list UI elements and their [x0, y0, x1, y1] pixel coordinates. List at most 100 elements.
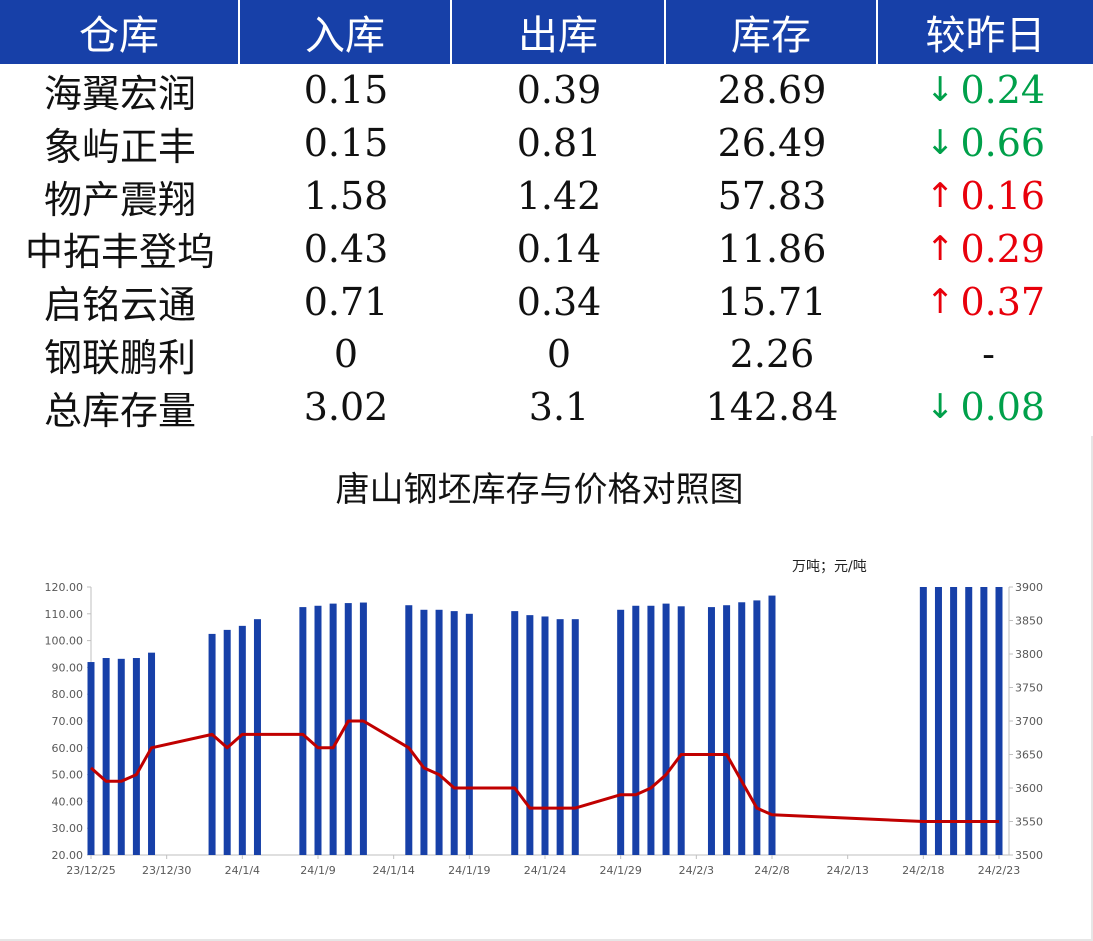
stock-bar: [950, 587, 958, 855]
stock-bar: [132, 658, 140, 855]
stock-bar: [723, 605, 731, 855]
y-left-tick-label: 50.00: [52, 769, 84, 782]
y-right-tick-label: 3500: [1015, 849, 1043, 862]
x-tick-label: 24/1/4: [225, 864, 260, 877]
stock-bar: [329, 603, 337, 855]
header-in: 入库: [240, 0, 452, 64]
warehouse-name: 启铭云通: [43, 283, 196, 328]
stock-bar: [420, 609, 428, 855]
stock-bar: [102, 658, 110, 855]
table-row: 物产震翔 1.58 1.42 57.83 ↑ 0.16: [0, 170, 1093, 223]
stock-bar: [511, 611, 519, 855]
warehouse-name: 象屿正丰: [43, 124, 196, 169]
out-value: 3.1: [528, 385, 590, 430]
stock-bar: [571, 619, 579, 855]
x-tick-label: 24/2/8: [754, 864, 789, 877]
change-cell: ↑ 0.37: [878, 280, 1093, 324]
stock-bar: [253, 619, 261, 855]
change-cell: ↑ 0.16: [878, 174, 1093, 218]
stock-bar: [541, 616, 549, 855]
change-cell: ↓ 0.66: [878, 121, 1093, 165]
change-value: 0.37: [960, 279, 1046, 324]
x-tick-label: 24/2/23: [978, 864, 1020, 877]
stock-value: 57.83: [717, 173, 827, 218]
stock-bar: [995, 587, 1003, 855]
table-row: 钢联鹏利 0 0 2.26 -: [0, 328, 1093, 381]
in-value: 1.58: [303, 173, 389, 218]
arrow-down-icon: ↓: [925, 70, 955, 111]
y-right-tick-label: 3650: [1015, 749, 1043, 762]
stock-value: 2.26: [729, 332, 815, 377]
x-tick-label: 24/2/3: [679, 864, 714, 877]
warehouse-name: 海翼宏润: [43, 71, 196, 116]
stock-bar: [677, 606, 685, 855]
table-row: 中拓丰登坞 0.43 0.14 11.86 ↑ 0.29: [0, 222, 1093, 275]
y-right-tick-label: 3700: [1015, 715, 1043, 728]
header-warehouse: 仓库: [0, 0, 240, 64]
arrow-up-icon: ↑: [925, 228, 955, 269]
stock-bar: [934, 587, 942, 855]
table-row: 海翼宏润 0.15 0.39 28.69 ↓ 0.24: [0, 64, 1093, 117]
stock-bar: [450, 611, 458, 855]
x-tick-label: 23/12/25: [66, 864, 115, 877]
stock-bar: [148, 652, 156, 855]
in-value: 0: [333, 332, 359, 377]
header-out: 出库: [452, 0, 666, 64]
table-row: 启铭云通 0.71 0.34 15.71 ↑ 0.37: [0, 275, 1093, 328]
price-line: [90, 719, 999, 823]
table-header: 仓库 入库 出库 库存 较昨日: [0, 0, 1093, 64]
y-left-tick-label: 60.00: [52, 742, 84, 755]
change-value: 0.24: [960, 68, 1046, 113]
change-cell: ↓ 0.24: [878, 68, 1093, 112]
out-value: 0.81: [516, 121, 602, 166]
y-left-tick-label: 110.00: [45, 608, 84, 621]
y-left-tick-label: 30.00: [52, 822, 84, 835]
chart-frame-bottom: [0, 939, 1093, 941]
in-value: 0.71: [303, 279, 389, 324]
y-right-tick-label: 3850: [1015, 615, 1043, 628]
stock-bar: [435, 609, 443, 855]
y-left-tick-label: 20.00: [52, 849, 84, 862]
y-left-tick-label: 90.00: [52, 661, 84, 674]
stock-bar: [965, 587, 973, 855]
x-tick-label: 24/1/9: [300, 864, 335, 877]
warehouse-name: 物产震翔: [43, 177, 196, 222]
warehouse-name: 中拓丰登坞: [24, 230, 215, 275]
out-value: 0.39: [516, 68, 602, 113]
stock-value: 11.86: [717, 226, 827, 271]
stock-bar: [662, 603, 670, 855]
stock-price-chart: 20.00 30.00 40.00 50.00 60.00 70.00 80.00 90.00…: [45, 581, 1044, 877]
warehouse-table: 仓库 入库 出库 库存 较昨日 海翼宏润 0.15 0.39 28.69 ↓ 0…: [0, 0, 1093, 434]
arrow-up-icon: ↑: [925, 281, 955, 322]
y-left-tick-label: 40.00: [52, 795, 84, 808]
y-right-tick-label: 3900: [1015, 581, 1043, 594]
y-right-tick-label: 3550: [1015, 816, 1043, 829]
stock-bar: [556, 619, 564, 855]
change-value: 0.08: [960, 385, 1046, 430]
change-value: 0.29: [960, 226, 1046, 271]
stock-bar: [208, 633, 216, 855]
table-row: 象屿正丰 0.15 0.81 26.49 ↓ 0.66: [0, 117, 1093, 170]
x-tick-label: 24/2/18: [902, 864, 944, 877]
stock-bar: [617, 609, 625, 855]
stock-bar: [87, 662, 95, 855]
stock-value: 26.49: [717, 121, 827, 166]
chart-title: 唐山钢坯库存与价格对照图: [335, 470, 744, 510]
header-stock: 库存: [666, 0, 878, 64]
x-tick-label: 24/2/13: [826, 864, 868, 877]
x-tick-label: 24/1/24: [524, 864, 566, 877]
out-value: 0.14: [516, 226, 602, 271]
stock-bar: [647, 605, 655, 855]
stock-bar: [223, 629, 231, 855]
in-value: 0.15: [303, 121, 389, 166]
arrow-down-icon: ↓: [925, 387, 955, 428]
out-value: 0.34: [516, 279, 602, 324]
change-value: -: [982, 332, 995, 377]
y-left-tick-label: 70.00: [52, 715, 84, 728]
stock-value: 142.84: [705, 385, 839, 430]
stock-value: 28.69: [717, 68, 827, 113]
stock-bar: [117, 658, 125, 855]
stock-bar: [980, 587, 988, 855]
y-left-tick-label: 80.00: [52, 688, 84, 701]
warehouse-name: 总库存量: [43, 388, 196, 433]
